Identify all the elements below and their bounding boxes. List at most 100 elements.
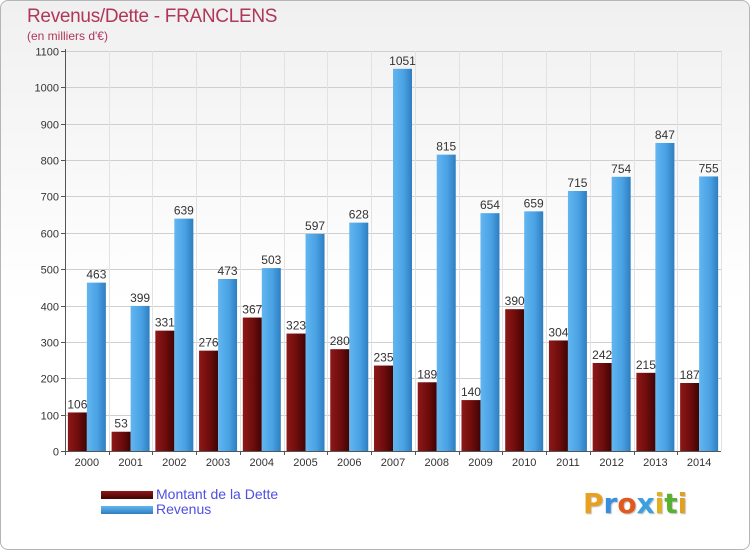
data-label-debt-2005: 323	[286, 319, 306, 333]
data-label-revenue-2010: 659	[524, 196, 544, 210]
bar-debt-2013	[636, 372, 656, 451]
logo-letter: P	[583, 487, 604, 520]
data-label-debt-2007: 235	[373, 351, 393, 365]
data-label-revenue-2002: 639	[174, 204, 194, 218]
bar-revenue-2000	[86, 282, 106, 451]
bar-debt-2014	[680, 383, 700, 451]
x-tick-label-2006: 2006	[337, 457, 361, 469]
bar-debt-2010	[505, 309, 525, 451]
bar-revenue-2003	[218, 279, 238, 451]
y-tick-label: 200	[41, 374, 59, 386]
bar-revenue-2012	[611, 176, 631, 451]
bar-debt-2003	[199, 350, 219, 451]
bar-revenue-2001	[130, 305, 150, 451]
logo-letter: o	[617, 487, 637, 520]
data-label-debt-2003: 276	[199, 336, 219, 350]
data-label-debt-2013: 215	[636, 358, 656, 372]
bar-revenue-2004	[261, 268, 281, 451]
y-tick-label: 0	[53, 447, 59, 459]
logo-letter: t	[664, 487, 678, 520]
legend: Montant de la Dette Revenus	[101, 487, 278, 517]
legend-swatch-debt	[101, 490, 153, 499]
x-tick-label-2001: 2001	[118, 457, 142, 469]
x-tick-label-2010: 2010	[512, 457, 536, 469]
data-label-debt-2000: 106	[67, 397, 87, 411]
data-label-debt-2011: 304	[548, 325, 568, 339]
bar-revenue-2013	[655, 143, 675, 451]
logo-letter: i	[654, 487, 665, 520]
bar-revenue-2005	[305, 233, 325, 451]
proxiti-logo: Proxiti	[583, 487, 687, 520]
bar-debt-2004	[242, 317, 262, 451]
bar-debt-2009	[461, 400, 481, 451]
bar-revenue-2014	[699, 176, 719, 452]
logo-letter: x	[636, 487, 655, 520]
y-tick-label: 1100	[35, 47, 59, 59]
data-label-revenue-2009: 654	[480, 198, 500, 212]
data-label-debt-2010: 390	[505, 294, 525, 308]
x-tick-label-2004: 2004	[250, 457, 274, 469]
x-tick-label-2003: 2003	[206, 457, 230, 469]
data-label-revenue-2014: 755	[699, 161, 719, 175]
bar-debt-2008	[417, 382, 437, 451]
x-tick-label-2009: 2009	[468, 457, 492, 469]
chart-title: Revenus/Dette - FRANCLENS	[27, 6, 278, 27]
y-tick-label: 400	[41, 302, 59, 314]
x-tick-label-2012: 2012	[599, 457, 623, 469]
y-tick-label: 300	[41, 338, 59, 350]
bar-debt-2001	[111, 431, 131, 451]
data-label-revenue-2003: 473	[218, 264, 238, 278]
x-tick-label-2014: 2014	[687, 457, 711, 469]
data-label-revenue-2008: 815	[436, 140, 456, 154]
data-label-debt-2014: 187	[680, 368, 700, 382]
bar-revenue-2011	[567, 191, 587, 451]
bar-debt-2006	[330, 349, 350, 451]
data-label-debt-2001: 53	[114, 417, 128, 431]
y-tick-label: 100	[41, 411, 59, 423]
data-label-revenue-2013: 847	[655, 128, 675, 142]
x-tick-label-2008: 2008	[424, 457, 448, 469]
chart-subtitle: (en milliers d'€)	[27, 29, 108, 43]
data-label-revenue-2001: 399	[130, 291, 150, 305]
bar-revenue-2009	[480, 213, 500, 451]
bar-debt-2002	[155, 330, 175, 451]
bar-debt-2000	[67, 412, 87, 451]
x-tick-label-2005: 2005	[293, 457, 317, 469]
data-label-debt-2012: 242	[592, 348, 612, 362]
legend-item-debt: Montant de la Dette	[101, 487, 278, 502]
bar-revenue-2010	[524, 211, 544, 451]
data-label-revenue-2000: 463	[86, 268, 106, 282]
bar-debt-2012	[592, 363, 612, 451]
y-tick-label: 700	[41, 192, 59, 204]
data-label-debt-2004: 367	[242, 303, 262, 317]
bar-revenue-2002	[174, 218, 194, 451]
y-tick-label: 1000	[35, 83, 59, 95]
y-tick-label: 600	[41, 229, 59, 241]
data-label-debt-2006: 280	[330, 334, 350, 348]
logo-letter: i	[677, 487, 688, 520]
data-label-revenue-2004: 503	[261, 253, 281, 267]
bar-revenue-2006	[349, 222, 369, 451]
data-label-debt-2002: 331	[155, 316, 175, 330]
y-tick-label: 500	[41, 265, 59, 277]
logo-letter: r	[603, 487, 618, 520]
legend-label-revenue: Revenus	[156, 501, 212, 517]
data-label-debt-2008: 189	[417, 367, 437, 381]
legend-item-revenue: Revenus	[101, 502, 278, 517]
bar-debt-2005	[286, 333, 306, 451]
y-tick-label: 800	[41, 156, 59, 168]
data-label-revenue-2012: 754	[611, 162, 631, 176]
y-tick-label: 900	[41, 120, 59, 132]
x-tick-label-2013: 2013	[643, 457, 667, 469]
x-tick-label-2011: 2011	[556, 457, 580, 469]
data-label-debt-2009: 140	[461, 385, 481, 399]
x-tick-label-2002: 2002	[162, 457, 186, 469]
x-tick-label-2007: 2007	[381, 457, 405, 469]
legend-label-debt: Montant de la Dette	[156, 486, 279, 502]
bar-debt-2011	[548, 340, 568, 451]
bar-revenue-2008	[436, 154, 456, 452]
data-label-revenue-2011: 715	[567, 176, 587, 190]
data-label-revenue-2007: 1051	[389, 54, 416, 68]
